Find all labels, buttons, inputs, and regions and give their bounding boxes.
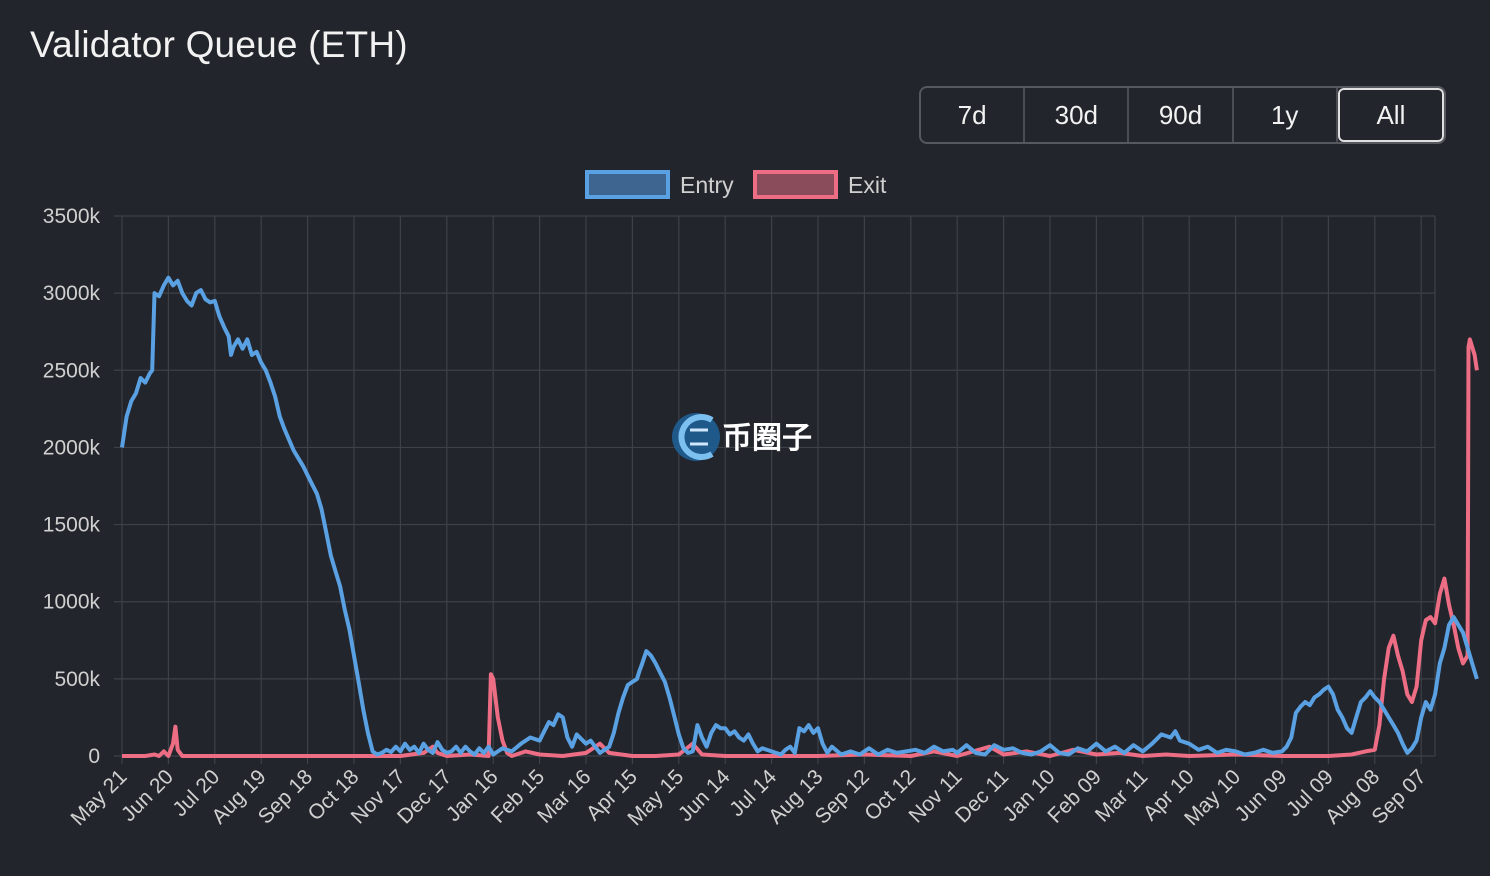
x-tick-label: May 21: [67, 765, 132, 830]
series-line-entry: [120, 275, 1479, 757]
x-tick-label: Feb 09: [1043, 765, 1106, 828]
watermark-text: 币圈子: [722, 421, 812, 456]
x-tick-label: Dec 11: [951, 765, 1013, 827]
chart-grid: [114, 215, 1436, 764]
y-tick-label: 3500k: [43, 205, 101, 228]
range-1y-button[interactable]: 1y: [1234, 88, 1338, 142]
range-7d-button[interactable]: 7d: [921, 88, 1026, 142]
y-tick-label: 0: [88, 745, 100, 768]
y-tick-label: 3000k: [43, 282, 101, 305]
chart-title: Validator Queue (ETH): [30, 24, 408, 65]
legend-label-entry[interactable]: Entry: [680, 172, 734, 198]
series-line-exit: [122, 337, 1479, 758]
x-tick-label: Jun 14: [674, 765, 735, 826]
chart-legend: Entry Exit: [585, 170, 887, 199]
x-tick-label: Mar 16: [533, 765, 595, 827]
y-tick-label: 1000k: [43, 591, 101, 614]
y-tick-label: 1500k: [43, 514, 101, 537]
legend-swatch-exit[interactable]: [753, 170, 838, 199]
time-range-selector: 7d 30d 90d 1y All: [919, 86, 1446, 144]
y-tick-label: 2500k: [43, 359, 101, 382]
y-tick-label: 2000k: [43, 436, 101, 459]
x-tick-label: Jun 20: [117, 765, 178, 826]
range-30d-button[interactable]: 30d: [1025, 88, 1130, 142]
y-axis: 0 500k 1000k 1500k 2000k 2500k 3000k 3500k: [43, 205, 101, 768]
coin-logo-icon: [672, 413, 720, 461]
chart-series: [120, 275, 1479, 758]
x-tick-label: Jun 09: [1231, 765, 1292, 826]
y-tick-label: 500k: [54, 668, 100, 691]
x-tick-label: Mar 11: [1091, 765, 1152, 826]
watermark: 币圈子: [672, 413, 812, 461]
range-90d-button[interactable]: 90d: [1129, 88, 1234, 142]
range-all-button[interactable]: All: [1337, 88, 1444, 142]
legend-swatch-entry[interactable]: [585, 170, 670, 199]
legend-label-exit[interactable]: Exit: [848, 172, 887, 198]
